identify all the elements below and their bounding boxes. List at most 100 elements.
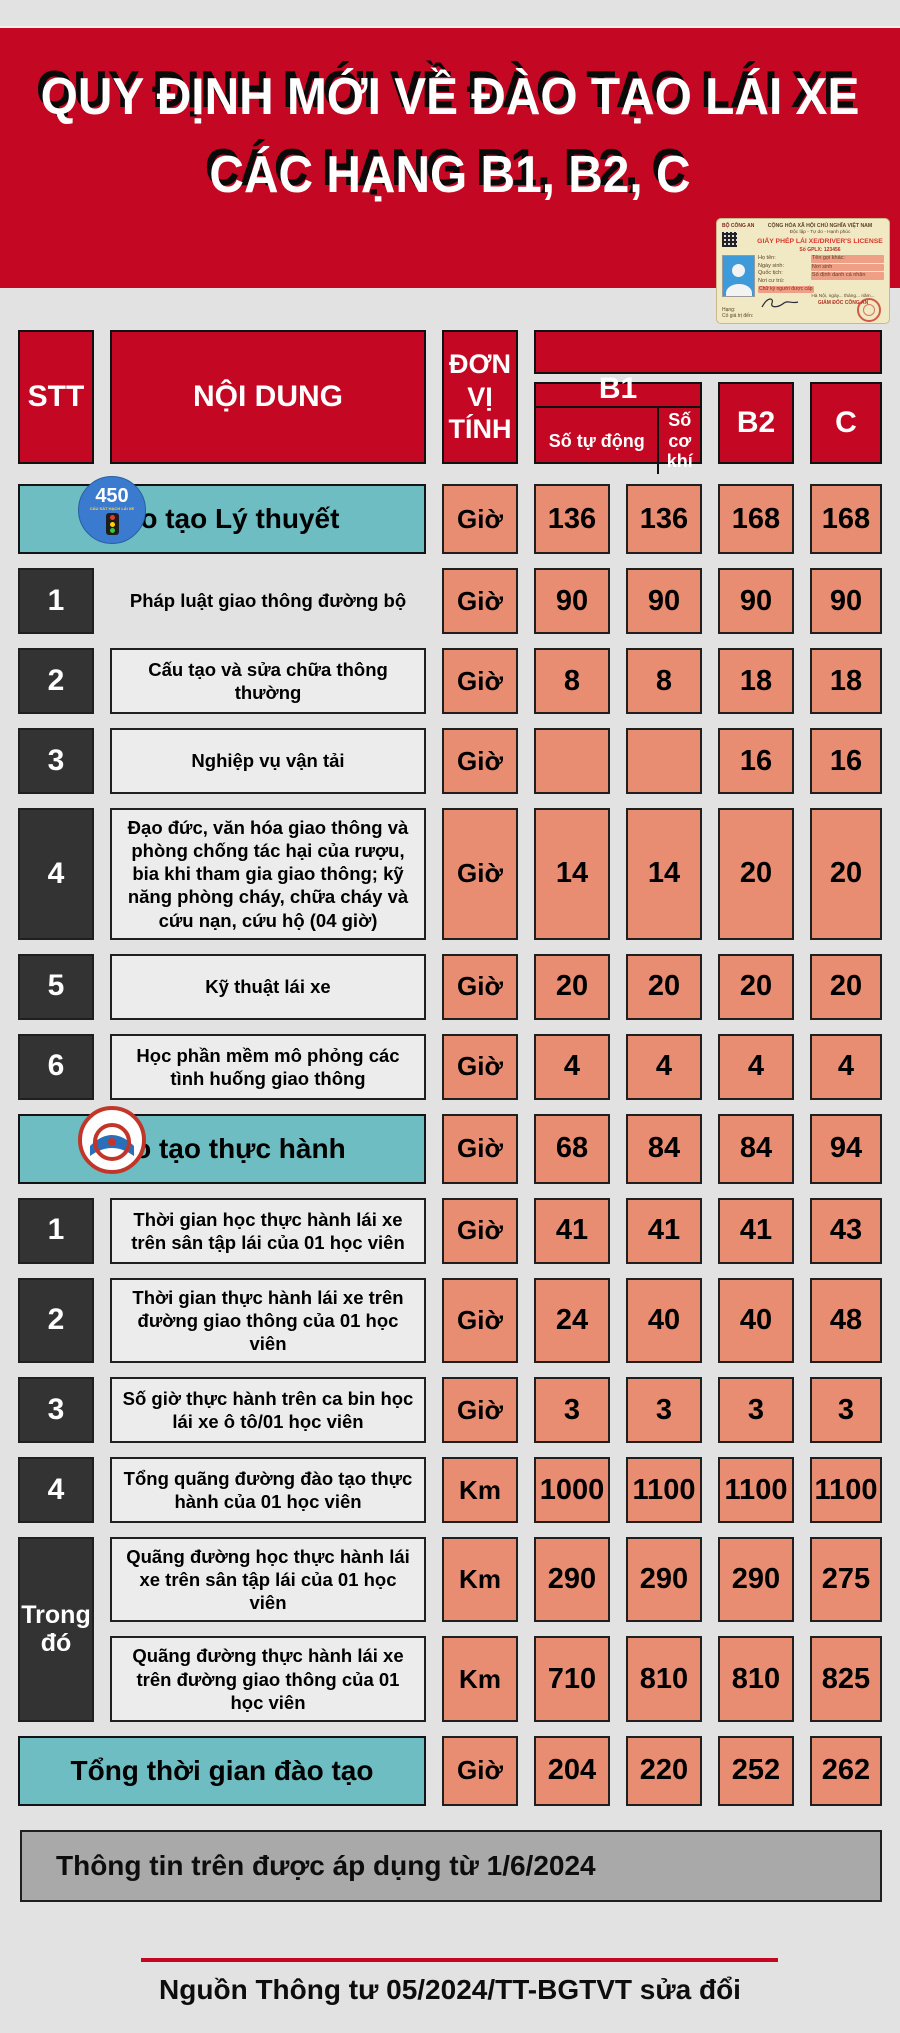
table-row: 4 Tổng quãng đường đào tạo thực hành của … [18, 1457, 882, 1523]
header-c: C [810, 382, 882, 464]
content-cell: Quãng đường thực hành lái xe trên đường … [110, 1636, 426, 1722]
table-row: 1 Pháp luật giao thông đường bộ Giờ 90 90 90 9… [18, 568, 882, 634]
value-cell: 136 [534, 484, 610, 554]
table-header-row: STT NỘI DUNG ĐƠN VỊ TÍNH B1 Số tự động S… [18, 330, 882, 475]
card-issuer: GIÁM ĐỐC CÔNG AN [817, 300, 869, 307]
stt-cell: 1 [18, 1197, 94, 1264]
header-b1-group: B1 Số tự động Số cơ khí [534, 372, 702, 475]
unit-cell: Giờ [442, 728, 518, 794]
value-cell: 3 [534, 1377, 610, 1443]
value-cell: 41 [626, 1197, 702, 1264]
stt-cell: 5 [18, 953, 94, 1020]
license-card: BỘ CÔNG AN CỘNG HÒA XÃ HỘI CHỦ NGHĨA VIỆ… [716, 218, 890, 324]
portrait-photo [722, 255, 755, 298]
content-cell: Quãng đường học thực hành lái xe trên sâ… [110, 1537, 426, 1623]
value-cell: 16 [718, 728, 794, 794]
value-cell: 168 [810, 484, 882, 554]
value-cell: 48 [810, 1277, 882, 1363]
value-cell: 1100 [718, 1457, 794, 1523]
value-cell: 43 [810, 1197, 882, 1264]
value-cell: 94 [810, 1113, 882, 1184]
value-cell: 68 [534, 1113, 610, 1184]
table-row: 1 Thời gian học thực hành lái xe trên sân… [18, 1197, 882, 1264]
value-cell: 20 [626, 953, 702, 1020]
card-fields-right: Tên gọi khác: Nơi sinh Số định danh cá n… [810, 255, 884, 285]
stt-cell: 1 [18, 568, 94, 634]
card-doc-title: GIẤY PHÉP LÁI XE/DRIVER'S LICENSE [757, 238, 883, 246]
stt-group-cell: Trong đó [18, 1537, 94, 1722]
table-row: 450 CÂU SÁT HẠCH LÁI XE Đào tạo Lý thuyết G… [18, 476, 882, 554]
value-cell: 90 [718, 568, 794, 634]
unit-cell: Giờ [442, 1197, 518, 1264]
signature-icon [761, 298, 799, 308]
table-row: 3 Nghiệp vụ vận tải Giờ 16 16 [18, 728, 882, 794]
stt-cell: 2 [18, 1277, 94, 1363]
value-cell: 16 [810, 728, 882, 794]
card-motto: Độc lập - Tự do - Hạnh phúc [789, 230, 851, 236]
unit-cell: Km [442, 1537, 518, 1623]
header-top-bar [534, 330, 882, 374]
value-cell: 262 [810, 1735, 882, 1806]
content-cell: Học phần mềm mô phỏng các tình huống gia… [110, 1033, 426, 1100]
value-cell: 290 [718, 1537, 794, 1623]
header-b1-manual: Số cơ khí [666, 409, 693, 472]
value-cell: 252 [718, 1735, 794, 1806]
divider-line [141, 1958, 778, 1962]
value-cell: 20 [810, 808, 882, 940]
unit-cell: Giờ [442, 1113, 518, 1184]
value-cell: 18 [810, 648, 882, 714]
value-cell: 20 [718, 808, 794, 940]
stt-cell: 3 [18, 728, 94, 794]
value-cell: 84 [718, 1113, 794, 1184]
source-text: Nguồn Thông tư 05/2024/TT-BGTVT sửa đổi [159, 1974, 741, 2005]
table-row: 2 Cấu tạo và sửa chữa thông thường Giờ 8 8 18… [18, 648, 882, 714]
value-cell: 825 [810, 1636, 882, 1722]
value-cell: 8 [534, 648, 610, 714]
stamp-icon [857, 298, 881, 322]
unit-cell: Km [442, 1457, 518, 1523]
value-cell: 4 [534, 1033, 610, 1100]
value-cell: 41 [718, 1197, 794, 1264]
card-ministry: BỘ CÔNG AN [722, 223, 755, 229]
total-label: Tổng thời gian đào tạo [70, 1754, 374, 1786]
value-cell: 710 [534, 1636, 610, 1722]
value-cell: 40 [626, 1277, 702, 1363]
value-cell: 20 [534, 953, 610, 1020]
value-cell: 40 [718, 1277, 794, 1363]
value-cell: 275 [810, 1537, 882, 1623]
value-cell: 3 [810, 1377, 882, 1443]
section-bar: 450 CÂU SÁT HẠCH LÁI XE Đào tạo Lý thuyết [18, 476, 426, 554]
header-b1: B1 [598, 371, 638, 405]
unit-cell: Giờ [442, 568, 518, 634]
value-cell: 84 [626, 1113, 702, 1184]
title-line-2: CÁC HẠNG B1, B2, C [209, 146, 691, 204]
value-cell: 8 [626, 648, 702, 714]
content-cell: Thời gian thực hành lái xe trên đường gi… [110, 1277, 426, 1363]
card-number: Số GPLX: 123456 [799, 246, 841, 253]
value-cell: 14 [534, 808, 610, 940]
value-cell: 20 [810, 953, 882, 1020]
value-cell: 18 [718, 648, 794, 714]
header-b2: B2 [718, 382, 794, 464]
stt-cell: 6 [18, 1033, 94, 1100]
content-cell: Số giờ thực hành trên ca bin học lái xe … [110, 1377, 426, 1443]
value-cell: 168 [718, 484, 794, 554]
value-cell: 290 [626, 1537, 702, 1623]
card-country: CỘNG HÒA XÃ HỘI CHỦ NGHĨA VIỆT NAM [767, 223, 873, 229]
value-cell: 220 [626, 1735, 702, 1806]
content-cell: Đạo đức, văn hóa giao thông và phòng chố… [110, 808, 426, 940]
value-cell: 4 [718, 1033, 794, 1100]
value-cell: 290 [534, 1537, 610, 1623]
content-cell: Nghiệp vụ vận tải [110, 728, 426, 794]
unit-cell: Km [442, 1636, 518, 1722]
header-stt: STT [18, 330, 94, 464]
value-cell: 20 [718, 953, 794, 1020]
table-row: 4 Đạo đức, văn hóa giao thông và phòng ch… [18, 808, 882, 940]
card-fields-left: Họ tên: Ngày sinh: Quốc tịch: Nơi cư trú… [758, 255, 785, 284]
qr-code-icon [722, 231, 737, 247]
value-cell: 4 [626, 1033, 702, 1100]
unit-cell: Giờ [442, 1033, 518, 1100]
value-cell: 1100 [810, 1457, 882, 1523]
unit-cell: Giờ [442, 1377, 518, 1443]
